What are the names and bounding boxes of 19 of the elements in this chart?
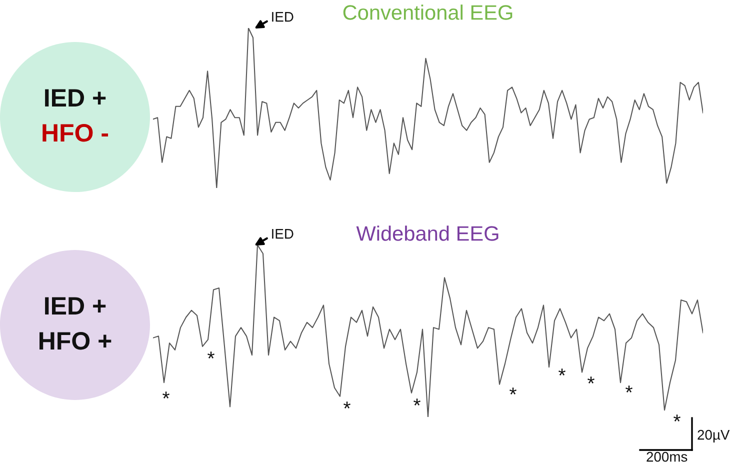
chart-title: Conventional EEG	[343, 4, 512, 20]
text: HFO +	[40, 332, 112, 350]
annotation: *	[626, 386, 632, 392]
text: IED	[272, 229, 294, 239]
annotation: *	[208, 352, 214, 358]
chart-title: Wideband EEG	[356, 226, 498, 241]
text: 200ms	[646, 452, 688, 462]
text: 20µV	[698, 430, 730, 442]
annotation: *	[588, 376, 594, 384]
annotation: *	[344, 402, 350, 408]
annotation: *	[558, 368, 566, 376]
annotation: *	[414, 398, 420, 406]
annotation: *	[510, 388, 516, 394]
annotation: *	[162, 392, 170, 398]
annotation: *	[674, 414, 680, 422]
text: IED +	[45, 89, 106, 106]
text: IED +	[45, 297, 106, 314]
text: IED	[272, 12, 294, 22]
text: HFO -	[42, 124, 108, 142]
